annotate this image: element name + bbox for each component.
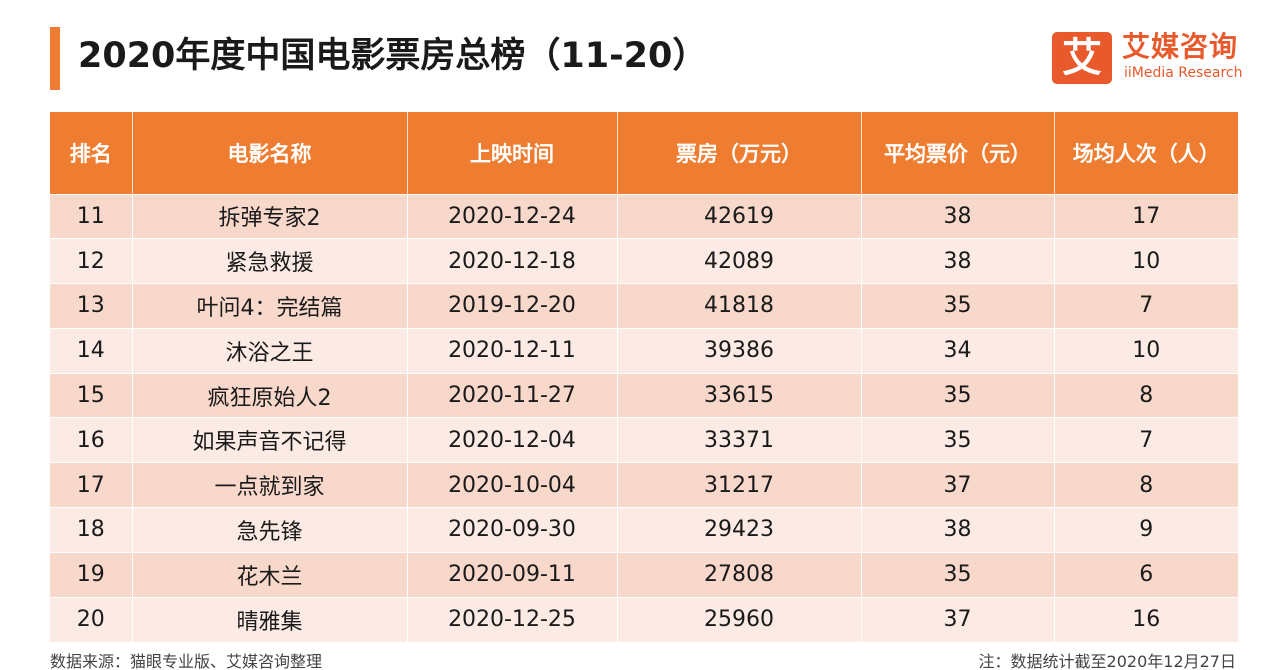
cell-avg-attendance: 10 [1054,238,1238,284]
cell-title: 晴雅集 [132,596,408,642]
data-cutoff-note: 注：数据统计截至2020年12月27日 [978,652,1236,670]
header-avg-price: 平均票价（元） [861,112,1055,194]
cell-rank: 18 [50,507,133,553]
cell-avg-attendance: 16 [1054,596,1238,642]
cell-avg-price: 37 [861,462,1055,508]
header-title: 电影名称 [132,112,408,194]
cell-avg-attendance: 7 [1054,417,1238,463]
cell-avg-attendance: 9 [1054,507,1238,553]
cell-box-office: 41818 [617,283,862,329]
table-row: 11 拆弹专家2 2020-12-24 42619 38 17 [50,193,1238,239]
cell-box-office: 25960 [617,596,862,642]
cell-title: 拆弹专家2 [132,193,408,239]
cell-box-office: 27808 [617,551,862,598]
logo-mark-icon: 艾 [1052,32,1112,84]
cell-title: 一点就到家 [132,462,408,508]
cell-avg-price: 35 [861,283,1055,329]
iimedia-logo: 艾 艾媒咨询 iiMedia Research [1052,30,1262,84]
cell-rank: 19 [50,551,133,598]
table-row: 18 急先锋 2020-09-30 29423 38 9 [50,507,1238,553]
cell-box-office: 31217 [617,462,862,508]
cell-avg-attendance: 8 [1054,372,1238,418]
cell-box-office: 42089 [617,238,862,284]
cell-release-date: 2020-10-04 [407,462,618,508]
cell-release-date: 2020-12-25 [407,596,618,642]
cell-title: 沐浴之王 [132,327,408,374]
cell-release-date: 2020-12-18 [407,238,618,284]
cell-avg-price: 38 [861,507,1055,553]
cell-release-date: 2020-09-30 [407,507,618,553]
cell-rank: 17 [50,462,133,508]
cell-box-office: 33615 [617,372,862,418]
cell-box-office: 42619 [617,193,862,239]
logo-name-en: iiMedia Research [1124,65,1243,81]
table-row: 13 叶问4：完结篇 2019-12-20 41818 35 7 [50,283,1238,329]
table-header-row: 排名 电影名称 上映时间 票房（万元） 平均票价（元） 场均人次（人） [50,112,1238,194]
table-row: 19 花木兰 2020-09-11 27808 35 6 [50,551,1238,598]
cell-rank: 20 [50,596,133,642]
cell-title: 叶问4：完结篇 [132,283,408,329]
header-rank: 排名 [50,112,133,194]
table-row: 14 沐浴之王 2020-12-11 39386 34 10 [50,327,1238,374]
page-title: 2020年度中国电影票房总榜（11-20） [78,36,708,76]
cell-title: 疯狂原始人2 [132,372,408,418]
cell-rank: 14 [50,327,133,374]
header-avg-attendance: 场均人次（人） [1054,112,1238,194]
cell-title: 如果声音不记得 [132,417,408,463]
cell-avg-price: 38 [861,193,1055,239]
table-row: 15 疯狂原始人2 2020-11-27 33615 35 8 [50,372,1238,418]
cell-rank: 12 [50,238,133,284]
cell-avg-price: 35 [861,551,1055,598]
cell-avg-price: 35 [861,417,1055,463]
cell-box-office: 33371 [617,417,862,463]
header-box-office: 票房（万元） [617,112,862,194]
table-row: 16 如果声音不记得 2020-12-04 33371 35 7 [50,417,1238,463]
cell-avg-price: 35 [861,372,1055,418]
cell-release-date: 2020-11-27 [407,372,618,418]
cell-rank: 11 [50,193,133,239]
cell-release-date: 2020-09-11 [407,551,618,598]
cell-rank: 15 [50,372,133,418]
cell-avg-price: 38 [861,238,1055,284]
cell-release-date: 2020-12-11 [407,327,618,374]
logo-name-cn: 艾媒咨询 [1122,30,1239,63]
cell-avg-attendance: 8 [1054,462,1238,508]
cell-release-date: 2020-12-04 [407,417,618,463]
table-row: 20 晴雅集 2020-12-25 25960 37 16 [50,596,1238,642]
cell-title: 急先锋 [132,507,408,553]
cell-release-date: 2020-12-24 [407,193,618,239]
cell-box-office: 29423 [617,507,862,553]
cell-title: 花木兰 [132,551,408,598]
cell-rank: 13 [50,283,133,329]
cell-title: 紧急救援 [132,238,408,284]
title-accent-bar [50,27,60,90]
table-row: 17 一点就到家 2020-10-04 31217 37 8 [50,462,1238,508]
box-office-table: 排名 电影名称 上映时间 票房（万元） 平均票价（元） 场均人次（人） 11 拆弹… [50,112,1238,642]
cell-rank: 16 [50,417,133,463]
cell-avg-attendance: 6 [1054,551,1238,598]
cell-avg-attendance: 7 [1054,283,1238,329]
data-source-note: 数据来源：猫眼专业版、艾媒咨询整理 [50,652,323,670]
cell-avg-price: 34 [861,327,1055,374]
cell-release-date: 2019-12-20 [407,283,618,329]
header-release-date: 上映时间 [407,112,618,194]
cell-avg-price: 37 [861,596,1055,642]
table-row: 12 紧急救援 2020-12-18 42089 38 10 [50,238,1238,284]
cell-box-office: 39386 [617,327,862,374]
cell-avg-attendance: 10 [1054,327,1238,374]
cell-avg-attendance: 17 [1054,193,1238,239]
